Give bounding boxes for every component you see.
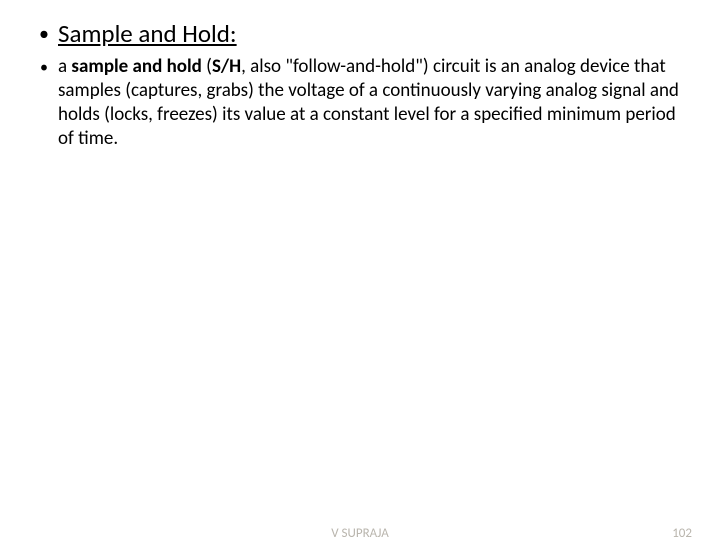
bullet-icon: • <box>30 18 58 46</box>
body-paragraph: a sample and hold (S/H, also "follow-and… <box>58 55 690 150</box>
body-text-bold-term: sample and hold <box>71 55 201 78</box>
footer-page-number: 102 <box>672 526 692 541</box>
body-text-lead: a <box>58 55 71 78</box>
slide-title: Sample and Hold: <box>58 18 237 49</box>
body-text-mid: ( <box>202 55 212 78</box>
footer-author: V SUPRAJA <box>331 526 389 541</box>
body-bullet-row: • a sample and hold (S/H, also "follow-a… <box>30 55 690 150</box>
body-text-bold-abbr: S/H <box>212 55 241 78</box>
title-bullet-row: • Sample and Hold: <box>30 18 690 49</box>
slide: • Sample and Hold: • a sample and hold (… <box>0 0 720 540</box>
bullet-icon: • <box>30 55 58 77</box>
